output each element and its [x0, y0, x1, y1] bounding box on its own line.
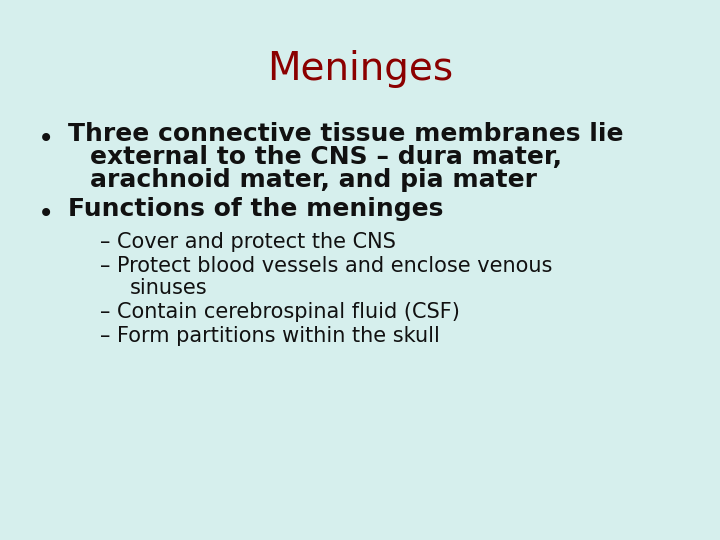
Text: – Cover and protect the CNS: – Cover and protect the CNS [100, 232, 396, 252]
Text: Functions of the meninges: Functions of the meninges [68, 197, 444, 221]
Text: arachnoid mater, and pia mater: arachnoid mater, and pia mater [90, 168, 537, 192]
Text: sinuses: sinuses [130, 278, 207, 298]
Text: – Protect blood vessels and enclose venous: – Protect blood vessels and enclose veno… [100, 256, 552, 276]
Text: – Form partitions within the skull: – Form partitions within the skull [100, 326, 440, 346]
Text: •: • [38, 200, 54, 228]
Text: Meninges: Meninges [267, 50, 453, 88]
Text: – Contain cerebrospinal fluid (CSF): – Contain cerebrospinal fluid (CSF) [100, 302, 460, 322]
Text: •: • [38, 125, 54, 153]
Text: external to the CNS – dura mater,: external to the CNS – dura mater, [90, 145, 562, 169]
Text: Three connective tissue membranes lie: Three connective tissue membranes lie [68, 122, 624, 146]
